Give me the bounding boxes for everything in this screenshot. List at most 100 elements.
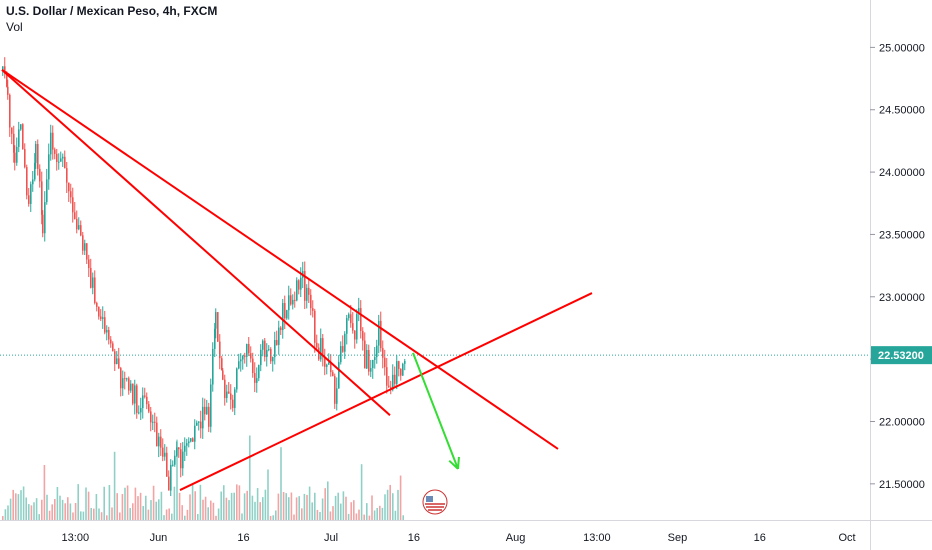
volume-bar xyxy=(108,485,111,520)
candle-body xyxy=(98,306,100,317)
candle-body xyxy=(404,360,406,364)
volume-bar xyxy=(9,498,12,520)
volume-bar xyxy=(80,511,82,520)
candle-body xyxy=(304,271,306,301)
volume-bar xyxy=(363,514,365,520)
volume-bar xyxy=(204,496,207,520)
candle-body xyxy=(114,351,116,365)
volume-bar xyxy=(223,485,225,520)
volume-bar xyxy=(160,491,163,520)
candle-body xyxy=(14,152,16,163)
volume-bar xyxy=(98,508,100,520)
candle-body xyxy=(248,344,250,354)
volume-bar xyxy=(384,494,386,520)
volume-bar xyxy=(215,515,217,520)
candle-body xyxy=(42,214,44,234)
volume-bar xyxy=(178,492,181,520)
candle-body xyxy=(354,330,356,340)
candle-body xyxy=(72,197,74,213)
candle-body xyxy=(108,329,110,340)
candle-body xyxy=(182,451,184,469)
volume-bar xyxy=(327,481,329,520)
candle-body xyxy=(140,408,142,413)
candle-body xyxy=(382,348,384,358)
candle-body xyxy=(166,452,168,477)
volume-bar xyxy=(28,504,30,520)
candle-body xyxy=(298,280,300,290)
volume-bar xyxy=(314,492,316,520)
volume-bar xyxy=(38,514,40,520)
y-tick-label: 23.50000 xyxy=(879,229,925,241)
candle-body xyxy=(106,329,108,333)
candle-body xyxy=(328,362,330,365)
candle-body xyxy=(402,363,404,376)
y-tick-label: 24.50000 xyxy=(879,105,925,117)
volume-bar xyxy=(368,515,371,520)
candle-body xyxy=(70,191,72,198)
candle-body xyxy=(64,156,66,169)
volume-bar xyxy=(319,511,321,520)
volume-bar xyxy=(139,492,142,520)
candle-body xyxy=(380,320,382,349)
candle-body xyxy=(388,385,390,387)
volume-bar xyxy=(186,509,189,520)
volume-bar xyxy=(163,515,165,520)
volume-bar xyxy=(22,486,25,520)
volume-bar xyxy=(184,515,186,520)
candle-body xyxy=(100,316,102,319)
candle-body xyxy=(268,349,270,351)
candle-body xyxy=(234,389,236,408)
volume-bar xyxy=(126,485,129,520)
candle-body xyxy=(376,345,378,358)
candle-body xyxy=(34,162,36,180)
candle-body xyxy=(318,347,320,360)
candle-body xyxy=(13,133,15,153)
volume-bar xyxy=(337,492,339,520)
candle-body xyxy=(219,341,221,359)
candle-body xyxy=(320,338,322,360)
volume-bar xyxy=(321,498,324,520)
candle-body xyxy=(394,374,396,384)
volume-bar xyxy=(394,510,397,520)
volume-bar xyxy=(230,492,233,520)
candle-body xyxy=(194,425,196,442)
candle-body xyxy=(264,340,266,358)
candle-body xyxy=(110,339,112,344)
candle-body xyxy=(366,350,368,369)
volume-bar xyxy=(386,489,389,520)
candle-body xyxy=(386,367,388,386)
candle-body xyxy=(138,412,140,414)
candle-body xyxy=(244,355,246,357)
candle-body xyxy=(308,287,310,295)
candle-body xyxy=(184,445,186,452)
candle-body xyxy=(11,127,13,134)
candle-body xyxy=(226,391,228,399)
volume-bar xyxy=(358,509,360,520)
candle-body xyxy=(208,406,210,427)
candle-body xyxy=(286,310,288,319)
candle-body xyxy=(54,149,56,154)
volume-bar xyxy=(33,502,35,520)
volume-bar xyxy=(280,447,282,520)
y-tick-label: 25.00000 xyxy=(879,42,925,54)
volume-bar xyxy=(103,486,105,520)
candle-body xyxy=(340,346,342,363)
candle-body xyxy=(112,343,114,352)
candle-body xyxy=(210,384,212,427)
candle-body xyxy=(168,476,170,491)
volume-bar xyxy=(366,503,368,520)
volume-bar xyxy=(119,512,121,520)
candle-body xyxy=(370,368,372,372)
candle-body xyxy=(232,399,234,408)
candle-body xyxy=(398,361,400,369)
candle-body xyxy=(254,373,256,383)
candle-body xyxy=(122,378,124,389)
volume-bar xyxy=(74,502,77,520)
volume-bar xyxy=(69,503,72,520)
candle-body xyxy=(368,350,370,372)
y-tick-label: 24.00000 xyxy=(879,167,925,179)
candle-body xyxy=(178,447,180,450)
volume-bar xyxy=(129,508,131,520)
symbol-title[interactable]: U.S. Dollar / Mexican Peso, 4h, FXCM xyxy=(6,4,218,18)
